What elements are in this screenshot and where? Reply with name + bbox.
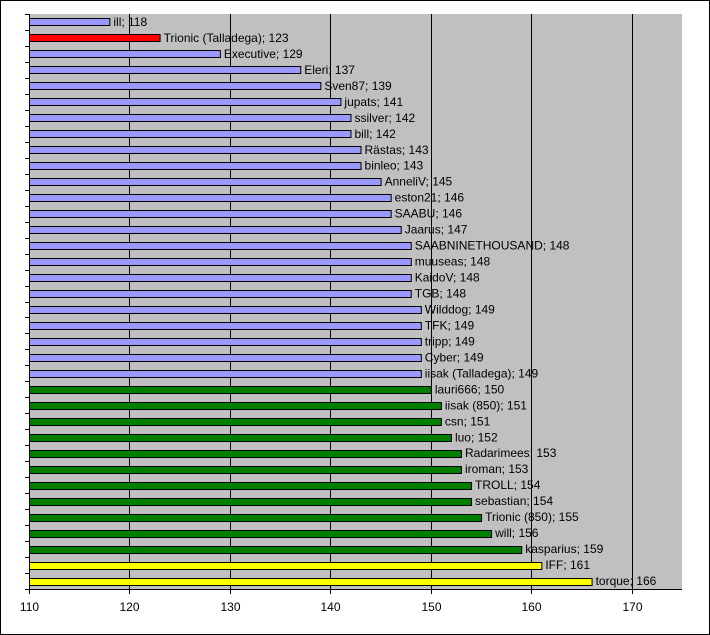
x-tick-label: 130 <box>220 600 240 614</box>
bar-label: ssilver; 142 <box>354 111 415 125</box>
x-tick-label: 160 <box>521 600 541 614</box>
bar-label: iisak (Talladega); 149 <box>425 366 539 380</box>
bar-label: jupats; 141 <box>343 95 403 109</box>
bar <box>29 578 593 586</box>
bar-label: Eleri; 137 <box>304 63 355 77</box>
bar-label: will; 156 <box>494 526 539 540</box>
bar-label: binleo; 143 <box>365 159 424 173</box>
bar <box>29 450 462 458</box>
plot-area <box>29 14 682 589</box>
bar <box>29 162 362 170</box>
x-tick-label: 170 <box>622 600 642 614</box>
bar <box>29 210 392 218</box>
bar-label: Trionic (850); 155 <box>485 510 579 524</box>
bar-label: muuseas; 148 <box>415 255 491 269</box>
bar <box>29 354 422 362</box>
bar <box>29 114 352 122</box>
bar <box>29 482 473 490</box>
bar-label: Radarimees; 153 <box>465 446 557 460</box>
bar <box>29 434 452 442</box>
bar-label: Rästas; 143 <box>365 143 429 157</box>
bar-label: Sven87; 139 <box>324 79 392 93</box>
bar <box>29 98 342 106</box>
bar-label: TGB; 148 <box>415 287 467 301</box>
bar <box>29 194 392 202</box>
x-axis: 110 120 130 140 150 160 170 <box>20 14 682 614</box>
bar <box>29 338 422 346</box>
bar-label: IFF; 161 <box>545 558 590 572</box>
bar <box>29 274 412 282</box>
bar <box>29 178 382 186</box>
bar-label: KaidoV; 148 <box>415 271 480 285</box>
bar <box>29 18 111 26</box>
bar-label: iisak (850); 151 <box>445 398 527 412</box>
bar-label: bill; 142 <box>354 127 396 141</box>
bar-label: TFK; 149 <box>425 318 475 332</box>
bar-label: AnneliV; 145 <box>385 175 453 189</box>
bar <box>29 290 412 298</box>
bar-labels: ill; 118 Trionic (Talladega); 123 Executiv… <box>113 15 656 588</box>
bar <box>29 226 402 234</box>
bar <box>29 514 483 522</box>
bar <box>29 562 543 570</box>
bar <box>29 402 442 410</box>
bar-label: Cyber; 149 <box>425 350 484 364</box>
bar-label: SAABNINETHOUSAND; 148 <box>415 239 570 253</box>
bar-label: torque; 166 <box>596 574 657 588</box>
bar-label: Jaarus; 147 <box>405 223 468 237</box>
bar <box>29 322 422 330</box>
bar <box>29 50 221 58</box>
bar-label: csn; 151 <box>445 414 491 428</box>
bar-label: lauri666; 150 <box>435 382 505 396</box>
bar <box>29 546 523 554</box>
bar <box>29 146 362 154</box>
bar <box>29 498 473 506</box>
bar <box>29 418 442 426</box>
bar <box>29 258 412 266</box>
bar <box>29 530 493 538</box>
bar <box>29 306 422 314</box>
x-tick-label: 120 <box>119 600 139 614</box>
x-tick-label: 110 <box>20 600 39 614</box>
bar-label: ill; 118 <box>113 15 147 29</box>
bar <box>29 34 161 42</box>
gridlines <box>129 14 633 589</box>
bar-label: Trionic (Talladega); 123 <box>164 31 289 45</box>
bar <box>29 130 352 138</box>
bar-label: iroman; 153 <box>465 462 529 476</box>
bar-label: eston21; 146 <box>395 191 465 205</box>
bar <box>29 66 302 74</box>
bar <box>29 386 432 394</box>
x-tick-label: 140 <box>320 600 340 614</box>
bar-label: kasparius; 159 <box>525 542 603 556</box>
bar <box>29 466 462 474</box>
category-ticks <box>25 14 29 590</box>
bar-label: TROLL; 154 <box>475 478 541 492</box>
bar-label: Executive; 129 <box>224 47 303 61</box>
bar-label: sebastian; 154 <box>475 494 553 508</box>
bar-label: Wilddog; 149 <box>425 302 495 316</box>
bar-label: luo; 152 <box>455 430 498 444</box>
bar <box>29 370 422 378</box>
bar <box>29 82 322 90</box>
x-tick-label: 150 <box>421 600 441 614</box>
bar <box>29 242 412 250</box>
bar-label: tripp; 149 <box>425 334 475 348</box>
bar-label: SAABU; 146 <box>395 207 463 221</box>
